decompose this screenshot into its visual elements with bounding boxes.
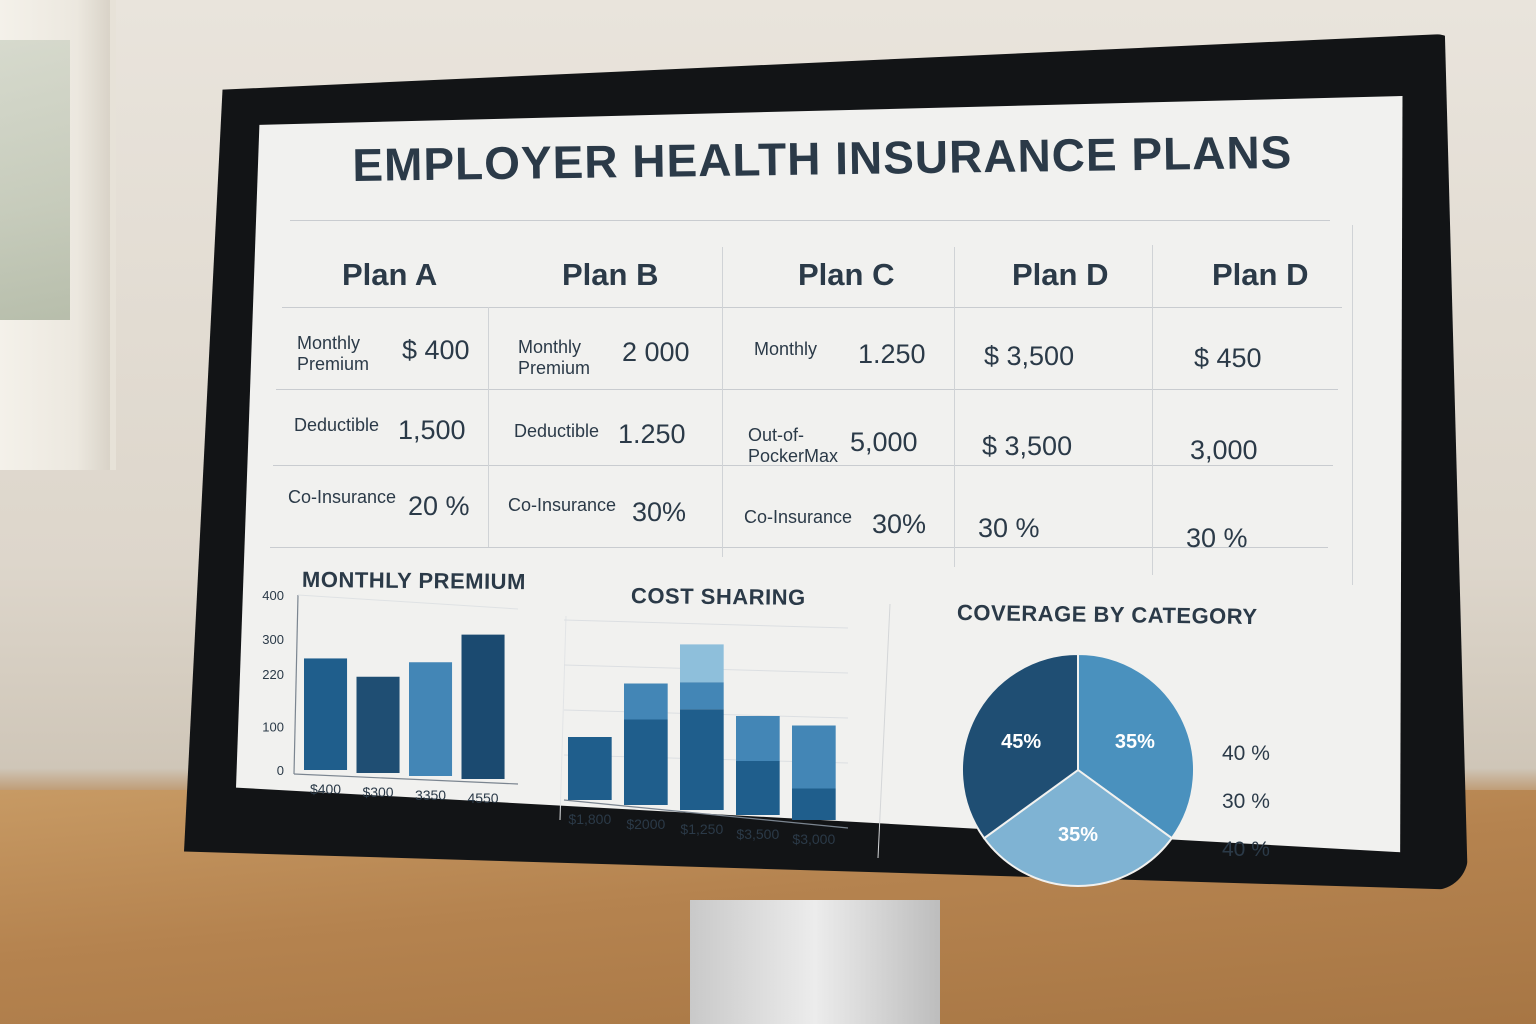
pie-legend-label: 30 % — [1222, 790, 1270, 813]
pie-slice-label: 35% — [1115, 731, 1155, 753]
table-column-rule — [1352, 225, 1353, 585]
premium-bar — [409, 662, 453, 776]
plan-d-coinsurance-value: 30 % — [978, 513, 1040, 543]
chart-divider — [877, 603, 891, 859]
row-label-monthly: Monthly — [754, 339, 818, 359]
plan-c-oop-value: 5,000 — [850, 427, 918, 457]
premium-bar — [304, 658, 348, 770]
row-label-out-of-pocket-max: Out-of- PockerMax — [748, 425, 839, 466]
row-label-deductible: Deductible — [514, 421, 600, 441]
plan-c-premium-value: 1.250 — [858, 339, 926, 369]
x-tick-label: 3350 — [415, 787, 446, 803]
plan-c-coinsurance-value: 30% — [872, 509, 927, 539]
y-tick-label: 300 — [262, 632, 284, 647]
plans-table: Plan A Plan B Plan C Plan D Plan D Month… — [270, 220, 1353, 585]
row-label-deductible: Deductible — [294, 415, 380, 435]
x-tick-label: $3,000 — [792, 831, 835, 847]
monitor-stand — [690, 900, 940, 1024]
y-tick-label: 400 — [262, 588, 284, 603]
gridline — [563, 619, 849, 629]
cost-sharing-bar-segment — [624, 719, 668, 805]
cost-sharing-bar-segment — [792, 788, 836, 820]
row-label-co-insurance: Co-Insurance — [288, 487, 397, 507]
plan-d-premium-value: $ 3,500 — [984, 341, 1075, 371]
plan-b-coinsurance-value: 30% — [632, 497, 687, 527]
plan-header: Plan D — [1012, 257, 1109, 292]
table-column-rule — [954, 247, 955, 567]
pie-slice — [1077, 652, 1195, 840]
y-tick-label: 0 — [277, 763, 284, 778]
plan-header: Plan A — [342, 257, 438, 292]
plan-header: Plan B — [562, 257, 659, 292]
row-label-co-insurance: Co-Insurance — [744, 507, 853, 527]
row-label-co-insurance: Co-Insurance — [508, 495, 617, 515]
plan-header: Plan C — [798, 257, 895, 292]
x-tick-label: $300 — [362, 784, 393, 800]
pie-slice — [961, 652, 1079, 840]
table-column-rule — [488, 307, 489, 547]
cost-sharing-bar-segment — [736, 716, 780, 761]
cost-sharing-bar-segment — [792, 725, 836, 789]
chart-divider — [559, 615, 567, 821]
window-pane — [0, 40, 70, 320]
plan-d2-deductible-value: 3,000 — [1190, 435, 1258, 465]
table-header-rule — [282, 307, 1342, 308]
plan-header: Plan D — [1212, 257, 1309, 292]
plan-b-premium-value: 2 000 — [622, 337, 690, 367]
x-tick-label: $400 — [310, 781, 341, 797]
y-axis — [293, 594, 299, 775]
cost-sharing-bar-segment — [680, 709, 724, 810]
plan-a-coinsurance-value: 20 % — [408, 491, 470, 521]
cost-sharing-bar-segment — [680, 644, 724, 683]
cost-sharing-bar-segment — [624, 683, 668, 720]
table-column-rule — [1152, 245, 1153, 575]
plan-d-deductible-value: $ 3,500 — [982, 431, 1073, 461]
pie-legend-label: 40 % — [1222, 838, 1270, 861]
plan-b-deductible-value: 1.250 — [618, 419, 686, 449]
plan-d2-premium-value: $ 450 — [1194, 343, 1262, 373]
table-bottom-rule — [270, 547, 1328, 548]
table-top-rule — [290, 220, 1330, 221]
plan-d2-coinsurance-value: 30 % — [1186, 523, 1248, 553]
y-tick-label: 220 — [262, 667, 284, 682]
row-label-monthly-premium: Monthly Premium — [518, 337, 591, 378]
premium-bar — [356, 676, 400, 773]
plan-a-premium-value: $ 400 — [402, 335, 470, 365]
x-tick-label: $2000 — [626, 816, 665, 832]
premium-bar — [461, 634, 505, 779]
pie-slice — [982, 768, 1174, 887]
x-axis — [563, 799, 849, 829]
cost-sharing-bar-segment — [736, 761, 780, 815]
table-row-rule — [276, 389, 1338, 390]
x-tick-label: $1,250 — [680, 821, 723, 837]
x-tick-label: $1,800 — [568, 811, 611, 827]
cost-sharing-bar-segment — [680, 682, 724, 710]
gridline — [297, 594, 519, 610]
background-window — [0, 0, 116, 470]
table-column-rule — [722, 247, 723, 557]
pie-slice-label: 35% — [1058, 824, 1098, 846]
cost-sharing-bar-segment — [568, 737, 612, 800]
row-label-monthly-premium: Monthly Premium — [297, 333, 370, 374]
x-tick-label: $3,500 — [736, 826, 779, 842]
x-tick-label: 4550 — [467, 790, 498, 806]
y-tick-label: 100 — [262, 719, 284, 734]
x-axis — [293, 773, 519, 785]
table-row-rule — [273, 465, 1333, 466]
pie-legend-label: 40 % — [1222, 742, 1270, 765]
plan-a-deductible-value: 1,500 — [398, 415, 466, 445]
pie-slice-label: 45% — [1001, 731, 1041, 753]
